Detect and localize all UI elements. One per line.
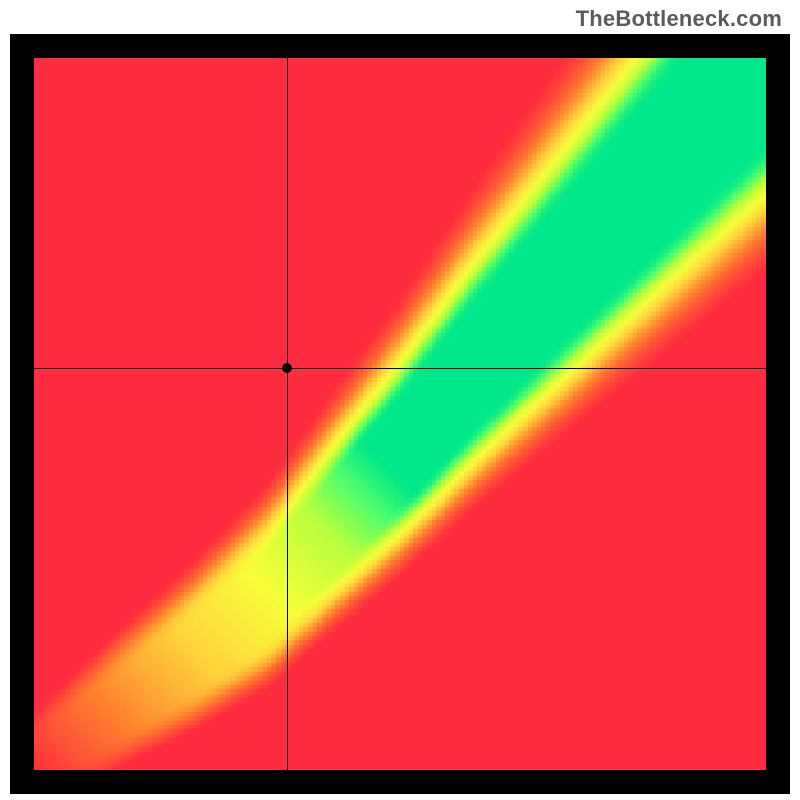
marker-dot [282,363,292,373]
crosshair-vertical [287,58,288,770]
chart-container: TheBottleneck.com [0,0,800,800]
bottleneck-heatmap [34,58,766,770]
watermark-text: TheBottleneck.com [576,6,782,32]
crosshair-horizontal [34,368,766,369]
